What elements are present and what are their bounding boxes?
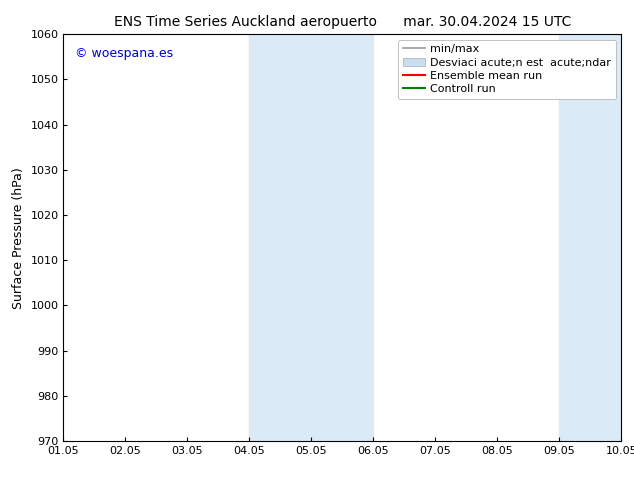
Bar <box>249 34 373 441</box>
Bar <box>559 34 621 441</box>
Y-axis label: Surface Pressure (hPa): Surface Pressure (hPa) <box>12 167 25 309</box>
Text: © woespana.es: © woespana.es <box>75 47 172 59</box>
Legend: min/max, Desviaci acute;n est  acute;ndar, Ensemble mean run, Controll run: min/max, Desviaci acute;n est acute;ndar… <box>398 40 616 99</box>
Title: ENS Time Series Auckland aeropuerto      mar. 30.04.2024 15 UTC: ENS Time Series Auckland aeropuerto mar.… <box>113 15 571 29</box>
